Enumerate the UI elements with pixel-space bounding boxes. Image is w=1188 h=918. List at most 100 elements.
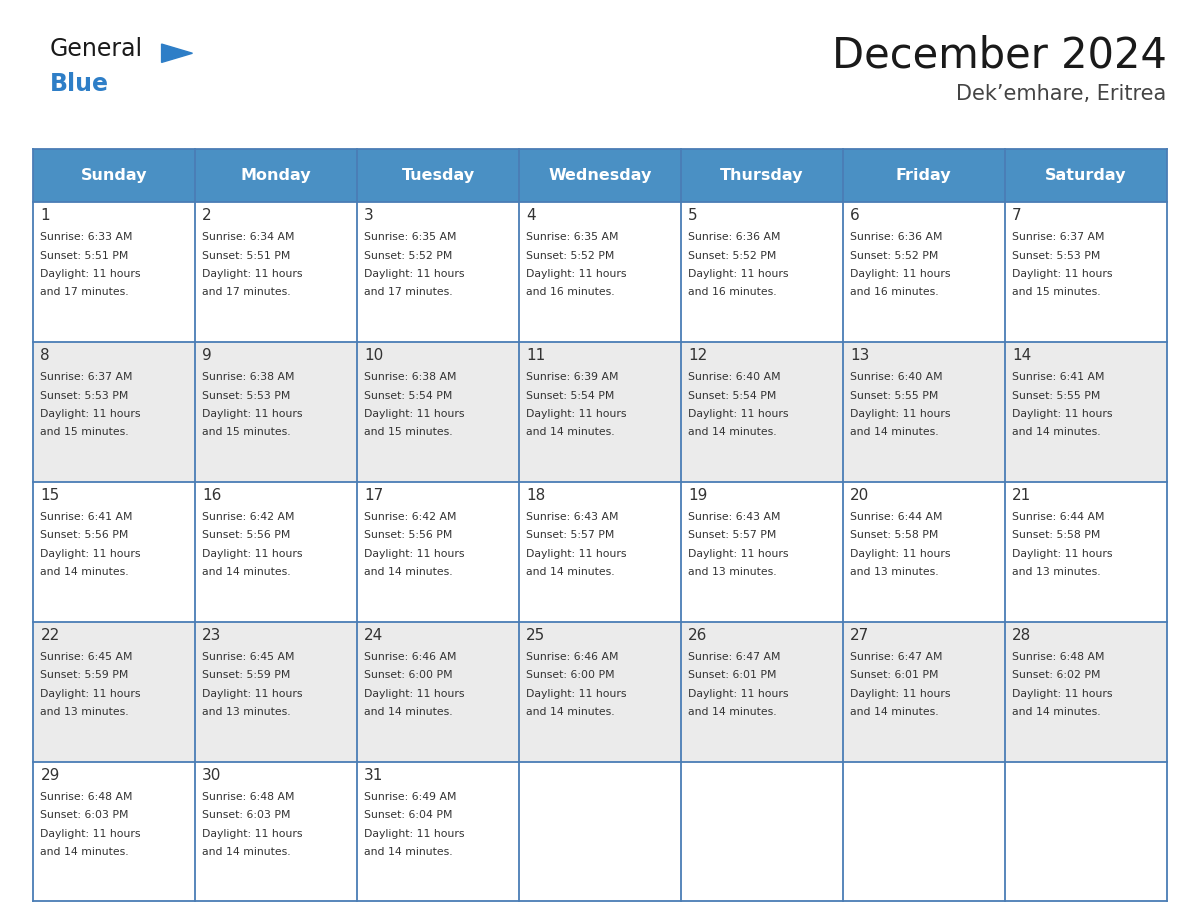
Text: 1: 1 [40,208,50,223]
Text: and 15 minutes.: and 15 minutes. [1012,287,1100,297]
Text: and 15 minutes.: and 15 minutes. [202,427,291,437]
Text: Sunrise: 6:46 AM: Sunrise: 6:46 AM [365,652,456,662]
Text: Sunrise: 6:43 AM: Sunrise: 6:43 AM [526,512,619,522]
Text: Sunrise: 6:45 AM: Sunrise: 6:45 AM [202,652,295,662]
Text: Daylight: 11 hours: Daylight: 11 hours [1012,409,1112,419]
Text: Daylight: 11 hours: Daylight: 11 hours [688,409,789,419]
Text: Sunrise: 6:37 AM: Sunrise: 6:37 AM [1012,232,1105,242]
Text: Sunset: 5:57 PM: Sunset: 5:57 PM [688,531,777,541]
Text: Sunrise: 6:40 AM: Sunrise: 6:40 AM [688,372,781,382]
Text: Daylight: 11 hours: Daylight: 11 hours [365,269,465,279]
Text: General: General [50,37,143,61]
Text: Sunrise: 6:44 AM: Sunrise: 6:44 AM [1012,512,1105,522]
Text: and 13 minutes.: and 13 minutes. [1012,567,1100,577]
Text: Sunset: 5:51 PM: Sunset: 5:51 PM [202,251,291,261]
Text: Daylight: 11 hours: Daylight: 11 hours [1012,549,1112,559]
Text: Sunset: 5:53 PM: Sunset: 5:53 PM [40,390,128,400]
Text: Sunrise: 6:48 AM: Sunrise: 6:48 AM [40,792,133,801]
Text: Sunset: 5:52 PM: Sunset: 5:52 PM [688,251,777,261]
Text: Sunrise: 6:42 AM: Sunrise: 6:42 AM [202,512,295,522]
Text: Wednesday: Wednesday [548,168,652,183]
Text: Sunset: 5:53 PM: Sunset: 5:53 PM [202,390,291,400]
Text: Dek’emhare, Eritrea: Dek’emhare, Eritrea [956,84,1167,105]
Text: Sunrise: 6:36 AM: Sunrise: 6:36 AM [849,232,942,242]
Text: and 14 minutes.: and 14 minutes. [365,567,453,577]
Text: Daylight: 11 hours: Daylight: 11 hours [40,409,141,419]
Text: Daylight: 11 hours: Daylight: 11 hours [526,549,626,559]
Text: Sunset: 5:56 PM: Sunset: 5:56 PM [202,531,291,541]
Text: Daylight: 11 hours: Daylight: 11 hours [202,409,303,419]
Text: Sunset: 5:57 PM: Sunset: 5:57 PM [526,531,614,541]
Text: and 14 minutes.: and 14 minutes. [202,567,291,577]
Text: and 13 minutes.: and 13 minutes. [688,567,777,577]
Text: and 16 minutes.: and 16 minutes. [526,287,614,297]
Text: 8: 8 [40,348,50,364]
Text: Sunset: 5:59 PM: Sunset: 5:59 PM [202,670,291,680]
Text: 21: 21 [1012,488,1031,503]
Text: Sunset: 6:04 PM: Sunset: 6:04 PM [365,811,453,820]
Text: Sunrise: 6:38 AM: Sunrise: 6:38 AM [365,372,456,382]
Text: Sunrise: 6:34 AM: Sunrise: 6:34 AM [202,232,295,242]
Text: Daylight: 11 hours: Daylight: 11 hours [849,549,950,559]
Text: 13: 13 [849,348,870,364]
Text: Saturday: Saturday [1045,168,1126,183]
Text: Sunrise: 6:44 AM: Sunrise: 6:44 AM [849,512,942,522]
Text: Sunset: 5:56 PM: Sunset: 5:56 PM [365,531,453,541]
Text: Sunrise: 6:35 AM: Sunrise: 6:35 AM [365,232,456,242]
Text: and 14 minutes.: and 14 minutes. [849,707,939,717]
Text: Blue: Blue [50,72,109,95]
Text: Daylight: 11 hours: Daylight: 11 hours [1012,688,1112,699]
Text: Daylight: 11 hours: Daylight: 11 hours [526,269,626,279]
Text: and 14 minutes.: and 14 minutes. [40,567,129,577]
Text: and 14 minutes.: and 14 minutes. [1012,427,1100,437]
Text: Sunrise: 6:39 AM: Sunrise: 6:39 AM [526,372,619,382]
Text: Sunset: 5:53 PM: Sunset: 5:53 PM [1012,251,1100,261]
Text: Sunset: 6:01 PM: Sunset: 6:01 PM [688,670,777,680]
Text: Monday: Monday [241,168,311,183]
Text: Daylight: 11 hours: Daylight: 11 hours [526,688,626,699]
Text: 19: 19 [688,488,707,503]
Text: Daylight: 11 hours: Daylight: 11 hours [40,269,141,279]
Text: Daylight: 11 hours: Daylight: 11 hours [40,549,141,559]
Text: Sunset: 5:58 PM: Sunset: 5:58 PM [1012,531,1100,541]
Text: Sunrise: 6:48 AM: Sunrise: 6:48 AM [1012,652,1105,662]
Text: 30: 30 [202,768,222,783]
Text: Sunset: 5:51 PM: Sunset: 5:51 PM [40,251,128,261]
Text: Daylight: 11 hours: Daylight: 11 hours [849,688,950,699]
Text: Daylight: 11 hours: Daylight: 11 hours [1012,269,1112,279]
Text: and 16 minutes.: and 16 minutes. [849,287,939,297]
Text: and 14 minutes.: and 14 minutes. [365,847,453,856]
Text: Thursday: Thursday [720,168,803,183]
Text: 2: 2 [202,208,211,223]
Text: 12: 12 [688,348,707,364]
Text: Sunset: 6:03 PM: Sunset: 6:03 PM [40,811,128,820]
Text: and 15 minutes.: and 15 minutes. [40,427,129,437]
Text: Sunrise: 6:38 AM: Sunrise: 6:38 AM [202,372,295,382]
Text: 10: 10 [365,348,384,364]
Text: Sunset: 6:00 PM: Sunset: 6:00 PM [365,670,453,680]
Text: Daylight: 11 hours: Daylight: 11 hours [526,409,626,419]
Text: 20: 20 [849,488,870,503]
Text: Sunset: 5:54 PM: Sunset: 5:54 PM [526,390,614,400]
Text: Sunrise: 6:42 AM: Sunrise: 6:42 AM [365,512,456,522]
Text: Daylight: 11 hours: Daylight: 11 hours [365,829,465,838]
Text: 6: 6 [849,208,860,223]
Text: Daylight: 11 hours: Daylight: 11 hours [202,829,303,838]
Text: 23: 23 [202,628,222,644]
Text: 16: 16 [202,488,222,503]
Text: Sunrise: 6:48 AM: Sunrise: 6:48 AM [202,792,295,801]
Text: Sunrise: 6:43 AM: Sunrise: 6:43 AM [688,512,781,522]
Text: 26: 26 [688,628,707,644]
Text: and 14 minutes.: and 14 minutes. [688,427,777,437]
Text: and 13 minutes.: and 13 minutes. [202,707,291,717]
Text: Daylight: 11 hours: Daylight: 11 hours [202,688,303,699]
Text: Friday: Friday [896,168,952,183]
Text: 15: 15 [40,488,59,503]
Text: Sunset: 5:59 PM: Sunset: 5:59 PM [40,670,128,680]
Text: Daylight: 11 hours: Daylight: 11 hours [202,269,303,279]
Text: and 13 minutes.: and 13 minutes. [40,707,129,717]
Text: 4: 4 [526,208,536,223]
Text: Daylight: 11 hours: Daylight: 11 hours [849,269,950,279]
Text: Sunset: 5:56 PM: Sunset: 5:56 PM [40,531,128,541]
Text: 14: 14 [1012,348,1031,364]
